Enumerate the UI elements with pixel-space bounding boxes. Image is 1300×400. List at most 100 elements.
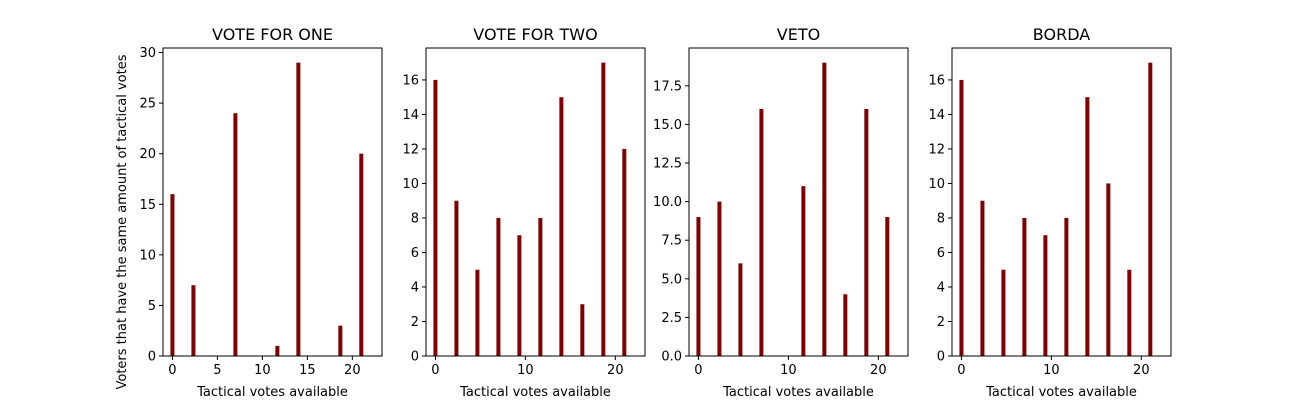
y-tick-label: 6 bbox=[937, 246, 945, 261]
y-tick-label: 14 bbox=[402, 108, 419, 123]
x-tick-label: 10 bbox=[254, 363, 271, 378]
axes-frame bbox=[162, 47, 383, 357]
y-tick-label: 0 bbox=[411, 350, 419, 365]
bar bbox=[1022, 217, 1027, 356]
y-tick-label: 6 bbox=[411, 246, 419, 261]
bar bbox=[275, 345, 280, 356]
bar bbox=[959, 79, 964, 357]
y-tick-label: 25 bbox=[139, 97, 156, 112]
bar bbox=[622, 148, 627, 356]
bar bbox=[338, 325, 343, 356]
y-tick-label: 2 bbox=[937, 315, 945, 330]
y-tick-label: 12 bbox=[928, 142, 945, 157]
y-tick-label: 4 bbox=[937, 280, 945, 295]
x-tick-label: 20 bbox=[1133, 363, 1150, 378]
x-tick-label: 20 bbox=[870, 363, 887, 378]
y-tick-label: 15 bbox=[139, 198, 156, 213]
y-tick-label: 4 bbox=[411, 280, 419, 295]
bar bbox=[359, 153, 364, 356]
axes-frame bbox=[425, 47, 646, 357]
bar bbox=[496, 217, 501, 356]
bar bbox=[885, 217, 890, 356]
y-tick-label: 12 bbox=[402, 142, 419, 157]
y-tick-label: 7.5 bbox=[661, 234, 682, 249]
x-axis-label: Tactical votes available bbox=[985, 385, 1137, 400]
bar bbox=[696, 217, 701, 356]
y-tick-label: 17.5 bbox=[653, 79, 682, 94]
y-tick-label: 8 bbox=[937, 211, 945, 226]
x-axis-label: Tactical votes available bbox=[722, 385, 874, 400]
chart-panel-3: 0.0 2.5 5.0 7.5 10.0 12.5 15.0 17.5 0 10 20 VETO Tac… bbox=[653, 25, 909, 400]
bar bbox=[843, 294, 848, 356]
bar bbox=[191, 285, 196, 356]
x-tick-label: 15 bbox=[299, 363, 316, 378]
bar bbox=[454, 200, 459, 356]
bar bbox=[538, 217, 543, 356]
x-tick-label: 0 bbox=[168, 363, 176, 378]
bar bbox=[864, 108, 869, 356]
x-axis-label: Tactical votes available bbox=[196, 385, 348, 400]
y-tick-label: 10 bbox=[139, 248, 156, 263]
y-tick-label: 8 bbox=[411, 211, 419, 226]
y-tick-label: 5.0 bbox=[661, 272, 682, 287]
bar bbox=[170, 194, 175, 356]
chart-panel-4: 0 2 4 6 8 10 12 14 16 0 10 20 BORDA Tactical votes av… bbox=[928, 25, 1172, 400]
y-tick-label: 0 bbox=[148, 350, 156, 365]
y-tick-label: 10.0 bbox=[653, 195, 682, 210]
y-tick-label: 30 bbox=[139, 46, 156, 61]
x-tick-label: 5 bbox=[213, 363, 221, 378]
x-tick-label: 10 bbox=[517, 363, 534, 378]
x-tick-label: 20 bbox=[607, 363, 624, 378]
y-tick-label: 10 bbox=[928, 177, 945, 192]
bar bbox=[601, 62, 606, 357]
chart-title: VOTE FOR ONE bbox=[212, 25, 333, 44]
bar bbox=[233, 113, 238, 357]
bar bbox=[759, 108, 764, 356]
bar bbox=[1148, 62, 1153, 357]
bar bbox=[1106, 183, 1111, 356]
y-tick-label: 2 bbox=[411, 315, 419, 330]
bar bbox=[738, 263, 743, 356]
y-tick-label: 16 bbox=[402, 73, 419, 88]
y-axis-label: Voters that have the same amount of tact… bbox=[115, 54, 130, 389]
chart-title: VETO bbox=[777, 25, 820, 44]
bar bbox=[801, 186, 806, 356]
y-tick-label: 5 bbox=[148, 299, 156, 314]
bar bbox=[517, 235, 522, 356]
bar bbox=[296, 62, 301, 357]
y-tick-label: 2.5 bbox=[661, 311, 682, 326]
bar bbox=[1001, 269, 1006, 356]
bar bbox=[580, 304, 585, 356]
y-tick-label: 0.0 bbox=[661, 350, 682, 365]
x-tick-label: 0 bbox=[694, 363, 702, 378]
bar bbox=[475, 269, 480, 356]
bar bbox=[1127, 269, 1132, 356]
chart-panel-2: 0 2 4 6 8 10 12 14 16 0 10 20 VOTE FOR TWO Tactical v… bbox=[402, 25, 646, 400]
y-tick-label: 14 bbox=[928, 108, 945, 123]
y-tick-label: 20 bbox=[139, 147, 156, 162]
x-tick-label: 0 bbox=[957, 363, 965, 378]
x-tick-label: 10 bbox=[780, 363, 797, 378]
y-tick-label: 10 bbox=[402, 177, 419, 192]
bar bbox=[433, 79, 438, 357]
bar bbox=[980, 200, 985, 356]
y-tick-label: 16 bbox=[928, 73, 945, 88]
bar bbox=[1043, 235, 1048, 356]
y-tick-label: 15.0 bbox=[653, 118, 682, 133]
x-tick-label: 20 bbox=[344, 363, 361, 378]
chart-title: BORDA bbox=[1033, 25, 1090, 44]
x-tick-label: 0 bbox=[431, 363, 439, 378]
x-axis-label: Tactical votes available bbox=[459, 385, 611, 400]
bar bbox=[1064, 217, 1069, 356]
axes-frame bbox=[688, 47, 909, 357]
x-tick-label: 10 bbox=[1043, 363, 1060, 378]
bar bbox=[717, 201, 722, 356]
y-tick-label: 0 bbox=[937, 350, 945, 365]
bar bbox=[822, 62, 827, 357]
axes-frame bbox=[951, 47, 1172, 357]
chart-title: VOTE FOR TWO bbox=[473, 25, 597, 44]
chart-panel-1: 0 5 10 15 20 25 30 0 5 10 15 20 VOTE FOR ONE Tactical… bbox=[115, 25, 383, 400]
bar bbox=[1085, 97, 1090, 357]
bar bbox=[559, 97, 564, 357]
